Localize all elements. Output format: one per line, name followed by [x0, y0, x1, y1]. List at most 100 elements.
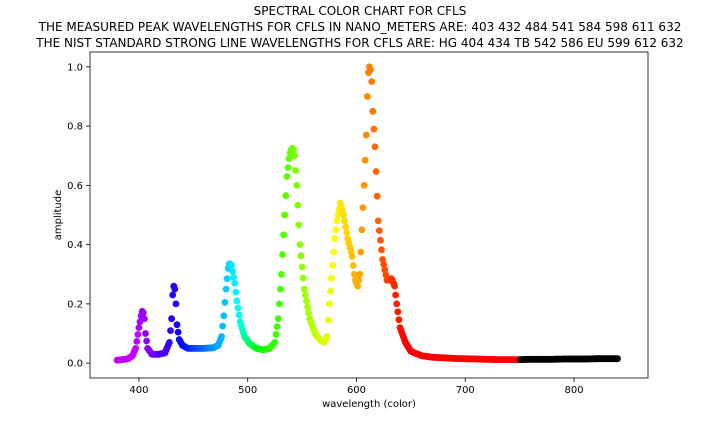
spectrum-point — [222, 285, 230, 293]
spectrum-point — [219, 322, 227, 330]
spectrum-point — [231, 279, 239, 287]
spectrum-point — [370, 125, 378, 133]
spectrum-point — [283, 173, 291, 180]
spectrum-point — [362, 131, 370, 139]
y-tick-label: 0.0 — [67, 359, 83, 370]
spectrum-point — [367, 66, 374, 74]
spectrum-point — [342, 223, 349, 231]
spectrum-point — [280, 231, 287, 239]
spectrum-point — [223, 275, 231, 283]
x-tick-label: 600 — [347, 385, 366, 396]
spectrum-point — [382, 271, 390, 279]
spectrum-point — [279, 251, 286, 258]
spectrum-point — [230, 273, 238, 281]
chart-subtitle-measured: THE MEASURED PEAK WAVELENGTHS FOR CFLS I… — [38, 20, 682, 34]
spectrum-point — [272, 331, 280, 338]
y-tick-label: 0.8 — [67, 122, 83, 133]
spectrum-point — [375, 227, 383, 235]
spectrum-point — [614, 355, 621, 363]
spectrum-point — [167, 327, 174, 334]
x-axis-ticks: 400 500 600 700 800 — [129, 378, 584, 396]
spectrum-point — [274, 315, 282, 323]
spectrum-point — [332, 226, 340, 234]
spectrum-point — [295, 221, 303, 229]
spectrum-point — [380, 261, 388, 268]
spectrum-point — [350, 270, 358, 278]
spectrum-point — [368, 78, 376, 85]
spectrum-point — [296, 241, 304, 249]
spectrum-point — [330, 248, 337, 256]
spectrum-point — [379, 256, 386, 263]
spectrum-point — [273, 323, 281, 330]
spectrum-point — [302, 291, 309, 299]
spectrum-point — [395, 316, 403, 324]
spectrum-point — [303, 297, 310, 305]
spectrum-point — [394, 308, 402, 316]
x-tick-label: 500 — [238, 385, 257, 396]
spectrum-point — [278, 270, 285, 278]
spectrum-point — [391, 282, 398, 290]
y-tick-label: 0.2 — [67, 299, 83, 310]
spectrum-point — [134, 331, 142, 338]
spectrum-point — [340, 211, 347, 219]
spectrum-point — [271, 339, 279, 346]
spectrum-point — [169, 291, 177, 299]
spectrum-point — [141, 315, 148, 323]
spectrum-point — [328, 274, 335, 282]
x-axis-label: wavelength (color) — [322, 399, 416, 410]
spectrum-point — [325, 300, 333, 308]
y-axis-label: amplitude — [53, 190, 64, 241]
chart-subtitle-nist: THE NIST STANDARD STRONG LINE WAVELENGTH… — [36, 36, 684, 50]
y-tick-label: 0.6 — [67, 181, 83, 192]
spectrum-point — [132, 345, 140, 352]
spectrum-point — [355, 276, 363, 284]
spectrum-point — [372, 168, 380, 175]
spectrum-point — [133, 338, 141, 345]
y-tick-label: 0.4 — [67, 240, 83, 251]
chart-title: SPECTRAL COLOR CHART FOR CFLS — [253, 4, 467, 18]
spectrum-point — [348, 253, 356, 260]
spectrum-point — [323, 333, 331, 340]
spectrum-point — [381, 266, 389, 274]
spectrum-point — [300, 285, 308, 293]
spectrum-point — [371, 143, 379, 151]
spectrum-point — [235, 311, 243, 319]
spectrum-point — [305, 309, 312, 317]
spectrum-point — [341, 217, 348, 225]
spectrum-point — [292, 167, 299, 174]
spectrum-point — [174, 328, 182, 336]
spectrum-point — [327, 287, 334, 295]
spectrum-point — [143, 337, 151, 345]
spectrum-point — [377, 236, 384, 244]
data-points — [113, 63, 621, 364]
spectrum-point — [172, 300, 180, 308]
spectrum-point — [354, 282, 361, 290]
spectrum-point — [290, 146, 297, 154]
spectrum-point — [297, 252, 305, 260]
spectrum-point — [298, 263, 306, 271]
spectrum-point — [228, 262, 235, 269]
spectrum-point — [218, 333, 226, 340]
x-tick-label: 800 — [564, 385, 583, 396]
spectrum-point — [284, 164, 292, 172]
spectrum-point — [358, 226, 366, 234]
spectrum-point — [334, 211, 342, 219]
spectrum-point — [392, 291, 399, 299]
spectrum-point — [168, 315, 176, 323]
spectrum-point — [171, 285, 179, 293]
spectrum-point — [281, 211, 289, 219]
spectrum-point — [294, 201, 302, 209]
spectrum-point — [359, 204, 367, 212]
spectrum-point — [356, 270, 364, 278]
y-axis-ticks: 0.0 0.2 0.4 0.6 0.8 1.0 — [67, 62, 90, 370]
y-tick-label: 1.0 — [67, 62, 83, 73]
spectrum-point — [369, 107, 377, 115]
spectrum-point — [293, 182, 301, 189]
spectrum-point — [361, 156, 369, 164]
spectrum-point — [135, 324, 143, 331]
spectrum-point — [139, 309, 147, 317]
spectrum-point — [277, 285, 284, 293]
spectrum-point — [285, 155, 293, 163]
spectrum-point — [364, 93, 371, 100]
